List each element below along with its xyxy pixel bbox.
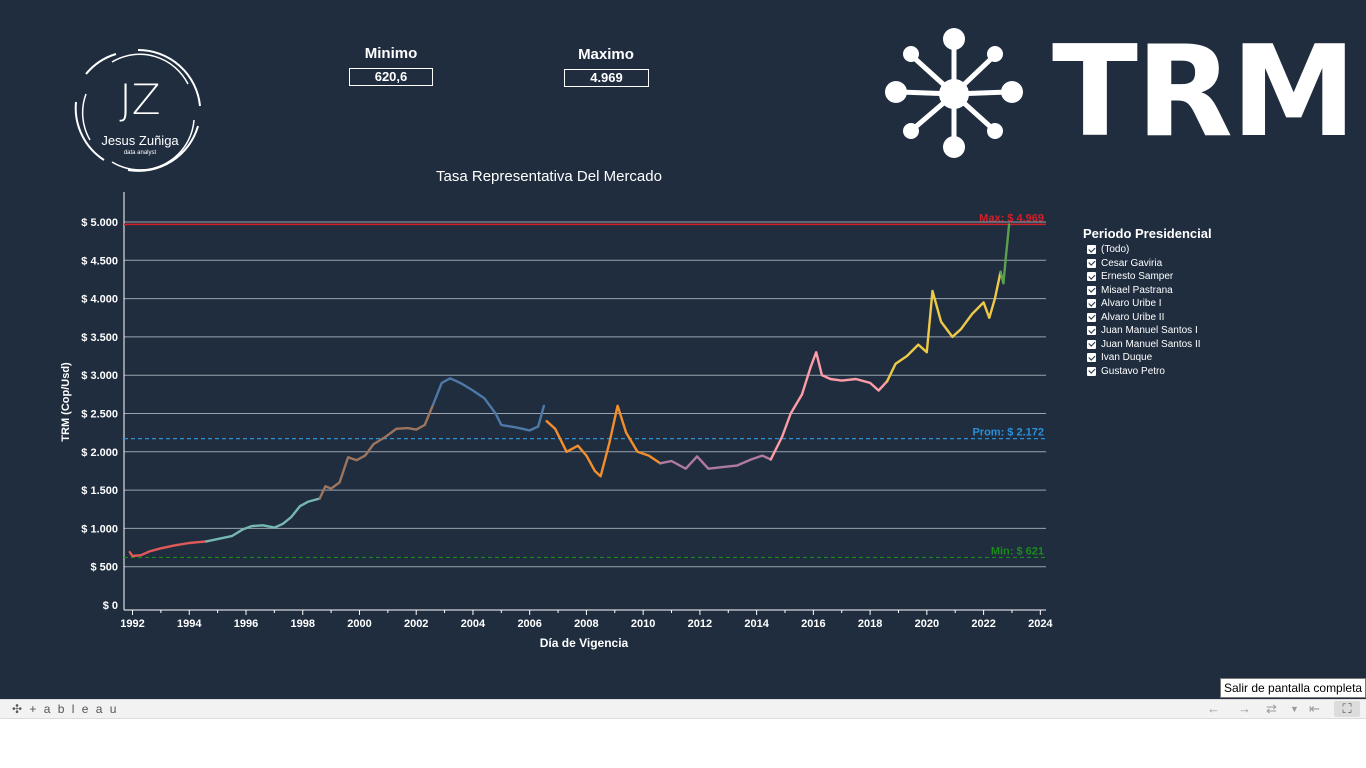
series-line (885, 270, 1002, 383)
x-tick-label: 1996 (234, 618, 258, 630)
series-line (318, 403, 435, 500)
y-tick-label: $ 4.000 (81, 294, 118, 306)
legend-title: Periodo Presidencial (1083, 226, 1212, 241)
legend-item-label: (Todo) (1101, 244, 1130, 256)
period-legend[interactable]: Periodo Presidencial (Todo) Cesar Gaviria… (1083, 226, 1212, 378)
x-tick-label: 2018 (858, 618, 882, 630)
exit-fullscreen-icon[interactable]: ⛶ (1334, 701, 1360, 717)
trm-logo-text: TRM (1052, 18, 1356, 165)
checkbox-checked-icon[interactable] (1087, 353, 1096, 363)
max-kpi-value: 4.969 (564, 69, 649, 87)
legend-item[interactable]: Misael Pastrana (1083, 284, 1212, 298)
reset-icon[interactable]: ⇤ (1309, 701, 1320, 716)
reference-line-label: Max: $ 4.969 (979, 212, 1044, 224)
reference-line-label: Prom: $ 2.172 (972, 427, 1044, 439)
x-tick-label: 2000 (347, 618, 371, 630)
min-kpi-value: 620,6 (349, 68, 433, 86)
x-tick-label: 2014 (744, 618, 769, 630)
legend-item[interactable]: Cesar Gaviria (1083, 257, 1212, 271)
legend-items: (Todo) Cesar Gaviria Ernesto Samper Misael … (1083, 243, 1212, 378)
tableau-icon: ✣ (12, 702, 25, 716)
logo-name: Jesus Zuñiga (101, 133, 179, 148)
checkbox-checked-icon[interactable] (1087, 272, 1096, 282)
x-tick-label: 2024 (1028, 618, 1053, 630)
trm-line-chart: Tasa Representativa Del Mercado $ 0 $ 500 $… (60, 168, 1053, 650)
tableau-wordmark: + a b l e a u (29, 702, 119, 716)
x-tick-label: 1992 (120, 618, 144, 630)
y-tick-label: $ 2.500 (81, 409, 118, 421)
min-kpi-label: Minimo (364, 45, 418, 62)
max-kpi-label: Maximo (578, 46, 634, 63)
x-tick-label: 2008 (574, 618, 598, 630)
y-tick-label: $ 1.000 (81, 523, 118, 535)
x-tick-label: 2020 (915, 618, 939, 630)
checkbox-checked-icon[interactable] (1087, 245, 1096, 255)
x-tick-label: 1994 (177, 618, 202, 630)
x-tick-label: 2004 (461, 618, 486, 630)
legend-item[interactable]: Alvaro Uribe I (1083, 297, 1212, 311)
x-axis-label: Día de Vigencia (540, 636, 629, 650)
series-line (205, 497, 321, 543)
y-tick-label: $ 4.500 (81, 255, 118, 267)
checkbox-checked-icon[interactable] (1087, 339, 1096, 349)
x-tick-label: 2016 (801, 618, 825, 630)
x-tick-label: 2002 (404, 618, 428, 630)
legend-item[interactable]: Juan Manuel Santos I (1083, 324, 1212, 338)
x-tick-label: 2022 (971, 618, 995, 630)
dashboard-background: JZ Jesus Zuñiga data analyst Minimo 620,… (0, 0, 1366, 699)
legend-item[interactable]: Ivan Duque (1083, 351, 1212, 365)
legend-item[interactable]: (Todo) (1083, 243, 1212, 257)
legend-item-label: Misael Pastrana (1101, 284, 1173, 296)
exit-fullscreen-tooltip: Salir de pantalla completa (1220, 678, 1366, 698)
x-tick-label: 2010 (631, 618, 655, 630)
legend-item-label: Ivan Duque (1101, 352, 1153, 364)
legend-item-label: Cesar Gaviria (1101, 257, 1163, 269)
legend-item[interactable]: Ernesto Samper (1083, 270, 1212, 284)
logo-initials: JZ (119, 75, 160, 124)
legend-item[interactable]: Alvaro Uribe II (1083, 311, 1212, 325)
checkbox-checked-icon[interactable] (1087, 285, 1096, 295)
logo-role: data analyst (124, 150, 157, 156)
legend-item-label: Juan Manuel Santos I (1101, 325, 1198, 337)
legend-item-label: Gustavo Petro (1101, 365, 1165, 377)
legend-item-label: Ernesto Samper (1101, 271, 1174, 283)
redo-icon[interactable]: → (1238, 701, 1251, 716)
jz-logo: JZ Jesus Zuñiga data analyst (74, 48, 201, 172)
y-tick-label: $ 3.500 (81, 332, 118, 344)
reference-line-label: Min: $ 621 (991, 545, 1044, 557)
series-line (128, 540, 208, 558)
undo-icon[interactable]: ← (1207, 701, 1220, 716)
series-line (659, 454, 772, 470)
series-line (545, 404, 662, 478)
legend-item-label: Juan Manuel Santos II (1101, 338, 1201, 350)
legend-item-label: Alvaro Uribe I (1101, 298, 1162, 310)
checkbox-checked-icon[interactable] (1087, 299, 1096, 309)
chevron-down-icon[interactable]: ▼ (1290, 704, 1299, 714)
checkbox-checked-icon[interactable] (1087, 258, 1096, 268)
network-icon (885, 28, 1023, 158)
checkbox-checked-icon[interactable] (1087, 312, 1096, 322)
legend-item[interactable]: Juan Manuel Santos II (1083, 338, 1212, 352)
series-line (432, 377, 546, 432)
tableau-logo[interactable]: ✣ + a b l e a u (12, 702, 118, 716)
y-tick-label: $ 1.500 (81, 485, 118, 497)
tableau-toolbar: ✣ + a b l e a u ← → ⇄ ▼ ⇤ ⛶ (0, 699, 1366, 719)
series-line (769, 351, 889, 461)
checkbox-checked-icon[interactable] (1087, 326, 1096, 336)
x-tick-label: 1998 (290, 618, 314, 630)
y-tick-label: $ 5.000 (81, 217, 118, 229)
y-tick-label: $ 3.000 (81, 370, 118, 382)
y-tick-label: $ 500 (90, 562, 118, 574)
series-line (999, 223, 1011, 285)
legend-item[interactable]: Gustavo Petro (1083, 365, 1212, 379)
y-tick-label: $ 2.000 (81, 447, 118, 459)
revert-icon[interactable]: ⇄ (1266, 701, 1277, 716)
checkbox-checked-icon[interactable] (1087, 366, 1096, 376)
chart-title: Tasa Representativa Del Mercado (436, 168, 662, 185)
y-axis-label: TRM (Cop/Usd) (60, 362, 72, 442)
x-tick-label: 2012 (688, 618, 712, 630)
x-tick-label: 2006 (517, 618, 541, 630)
legend-item-label: Alvaro Uribe II (1101, 311, 1165, 323)
y-tick-label: $ 0 (103, 600, 118, 612)
